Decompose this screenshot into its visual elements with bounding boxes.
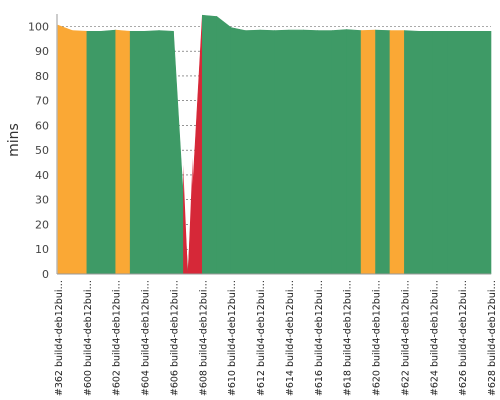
y-tick-label: 70 bbox=[35, 95, 49, 108]
x-tick-labels: #362 build4-deb12bui… #600 build4-deb12bu… bbox=[54, 280, 498, 396]
area-band-624 bbox=[432, 31, 449, 275]
area-band-610 bbox=[230, 27, 246, 275]
y-tick-label: 90 bbox=[35, 45, 49, 58]
x-tick-label: #602 build4-deb12bui… bbox=[112, 280, 123, 396]
area-band-627 bbox=[476, 31, 492, 275]
area-band-603 bbox=[129, 31, 145, 275]
y-axis-label: mins bbox=[6, 123, 22, 157]
area-band-609 bbox=[216, 15, 232, 275]
y-tick-label: 100 bbox=[28, 20, 49, 33]
area-band-612 bbox=[259, 29, 275, 275]
x-tick-label: #614 build4-deb12bui… bbox=[285, 280, 296, 396]
y-tick-label: 20 bbox=[35, 218, 49, 231]
y-tick-label: 30 bbox=[35, 194, 49, 207]
area-band-618 bbox=[346, 29, 362, 275]
y-tick-label: 60 bbox=[35, 119, 49, 132]
x-tick-label: #622 build4-deb12bui… bbox=[400, 280, 411, 396]
x-tick-label: #608 build4-deb12bui… bbox=[198, 280, 209, 396]
x-tick-label: #618 build4-deb12bui… bbox=[343, 280, 354, 396]
x-tick-label: #624 build4-deb12bui… bbox=[429, 280, 440, 396]
x-tick-label: #610 build4-deb12bui… bbox=[227, 280, 238, 396]
area-band-622 bbox=[404, 30, 420, 275]
area-band-620 bbox=[375, 29, 391, 275]
axes bbox=[56, 14, 491, 275]
area-band-602 bbox=[115, 29, 131, 275]
y-tick-label: 40 bbox=[35, 169, 49, 182]
x-tick-label: #620 build4-deb12bui… bbox=[372, 280, 383, 396]
area-band-599 bbox=[72, 30, 88, 275]
y-tick-label: 10 bbox=[35, 243, 49, 256]
y-tick-labels: 0 10 20 30 40 50 60 70 80 90 100 bbox=[28, 20, 49, 281]
area-band-616 bbox=[317, 30, 333, 275]
area-band-611 bbox=[245, 29, 261, 275]
area-band-601 bbox=[101, 29, 117, 275]
y-tick-label: 80 bbox=[35, 70, 49, 83]
area-band-626 bbox=[461, 31, 477, 275]
area-band-619 bbox=[360, 29, 376, 275]
area-band-608 bbox=[202, 14, 218, 275]
area-band-600 bbox=[86, 31, 102, 275]
area-band-621 bbox=[389, 30, 405, 275]
x-tick-label: #626 build4-deb12bui… bbox=[458, 280, 469, 396]
area-band-613 bbox=[274, 29, 290, 275]
x-tick-label: #600 build4-deb12bui… bbox=[83, 280, 94, 396]
area-bands bbox=[57, 14, 492, 275]
y-tick-label: 0 bbox=[42, 268, 49, 281]
x-tick-label: #616 build4-deb12bui… bbox=[314, 280, 325, 396]
area-band-604 bbox=[144, 30, 160, 275]
x-tick-label: #628 build4-deb12bui… bbox=[487, 280, 498, 396]
x-tick-label: #606 build4-deb12bui… bbox=[169, 280, 180, 396]
area-band-625 bbox=[447, 31, 463, 275]
failure-marker-607 bbox=[183, 157, 193, 274]
x-tick-label: #604 build4-deb12bui… bbox=[141, 280, 152, 396]
area-band-614 bbox=[288, 29, 304, 275]
x-tick-label: #362 build4-deb12bui… bbox=[54, 280, 65, 396]
x-tick-label: #612 build4-deb12bui… bbox=[256, 280, 267, 396]
area-band-623 bbox=[418, 31, 434, 275]
area-band-362 bbox=[57, 24, 73, 275]
area-band-605 bbox=[158, 30, 174, 275]
y-tick-label: 50 bbox=[35, 144, 49, 157]
area-band-617 bbox=[331, 29, 347, 275]
area-band-615 bbox=[303, 29, 319, 275]
